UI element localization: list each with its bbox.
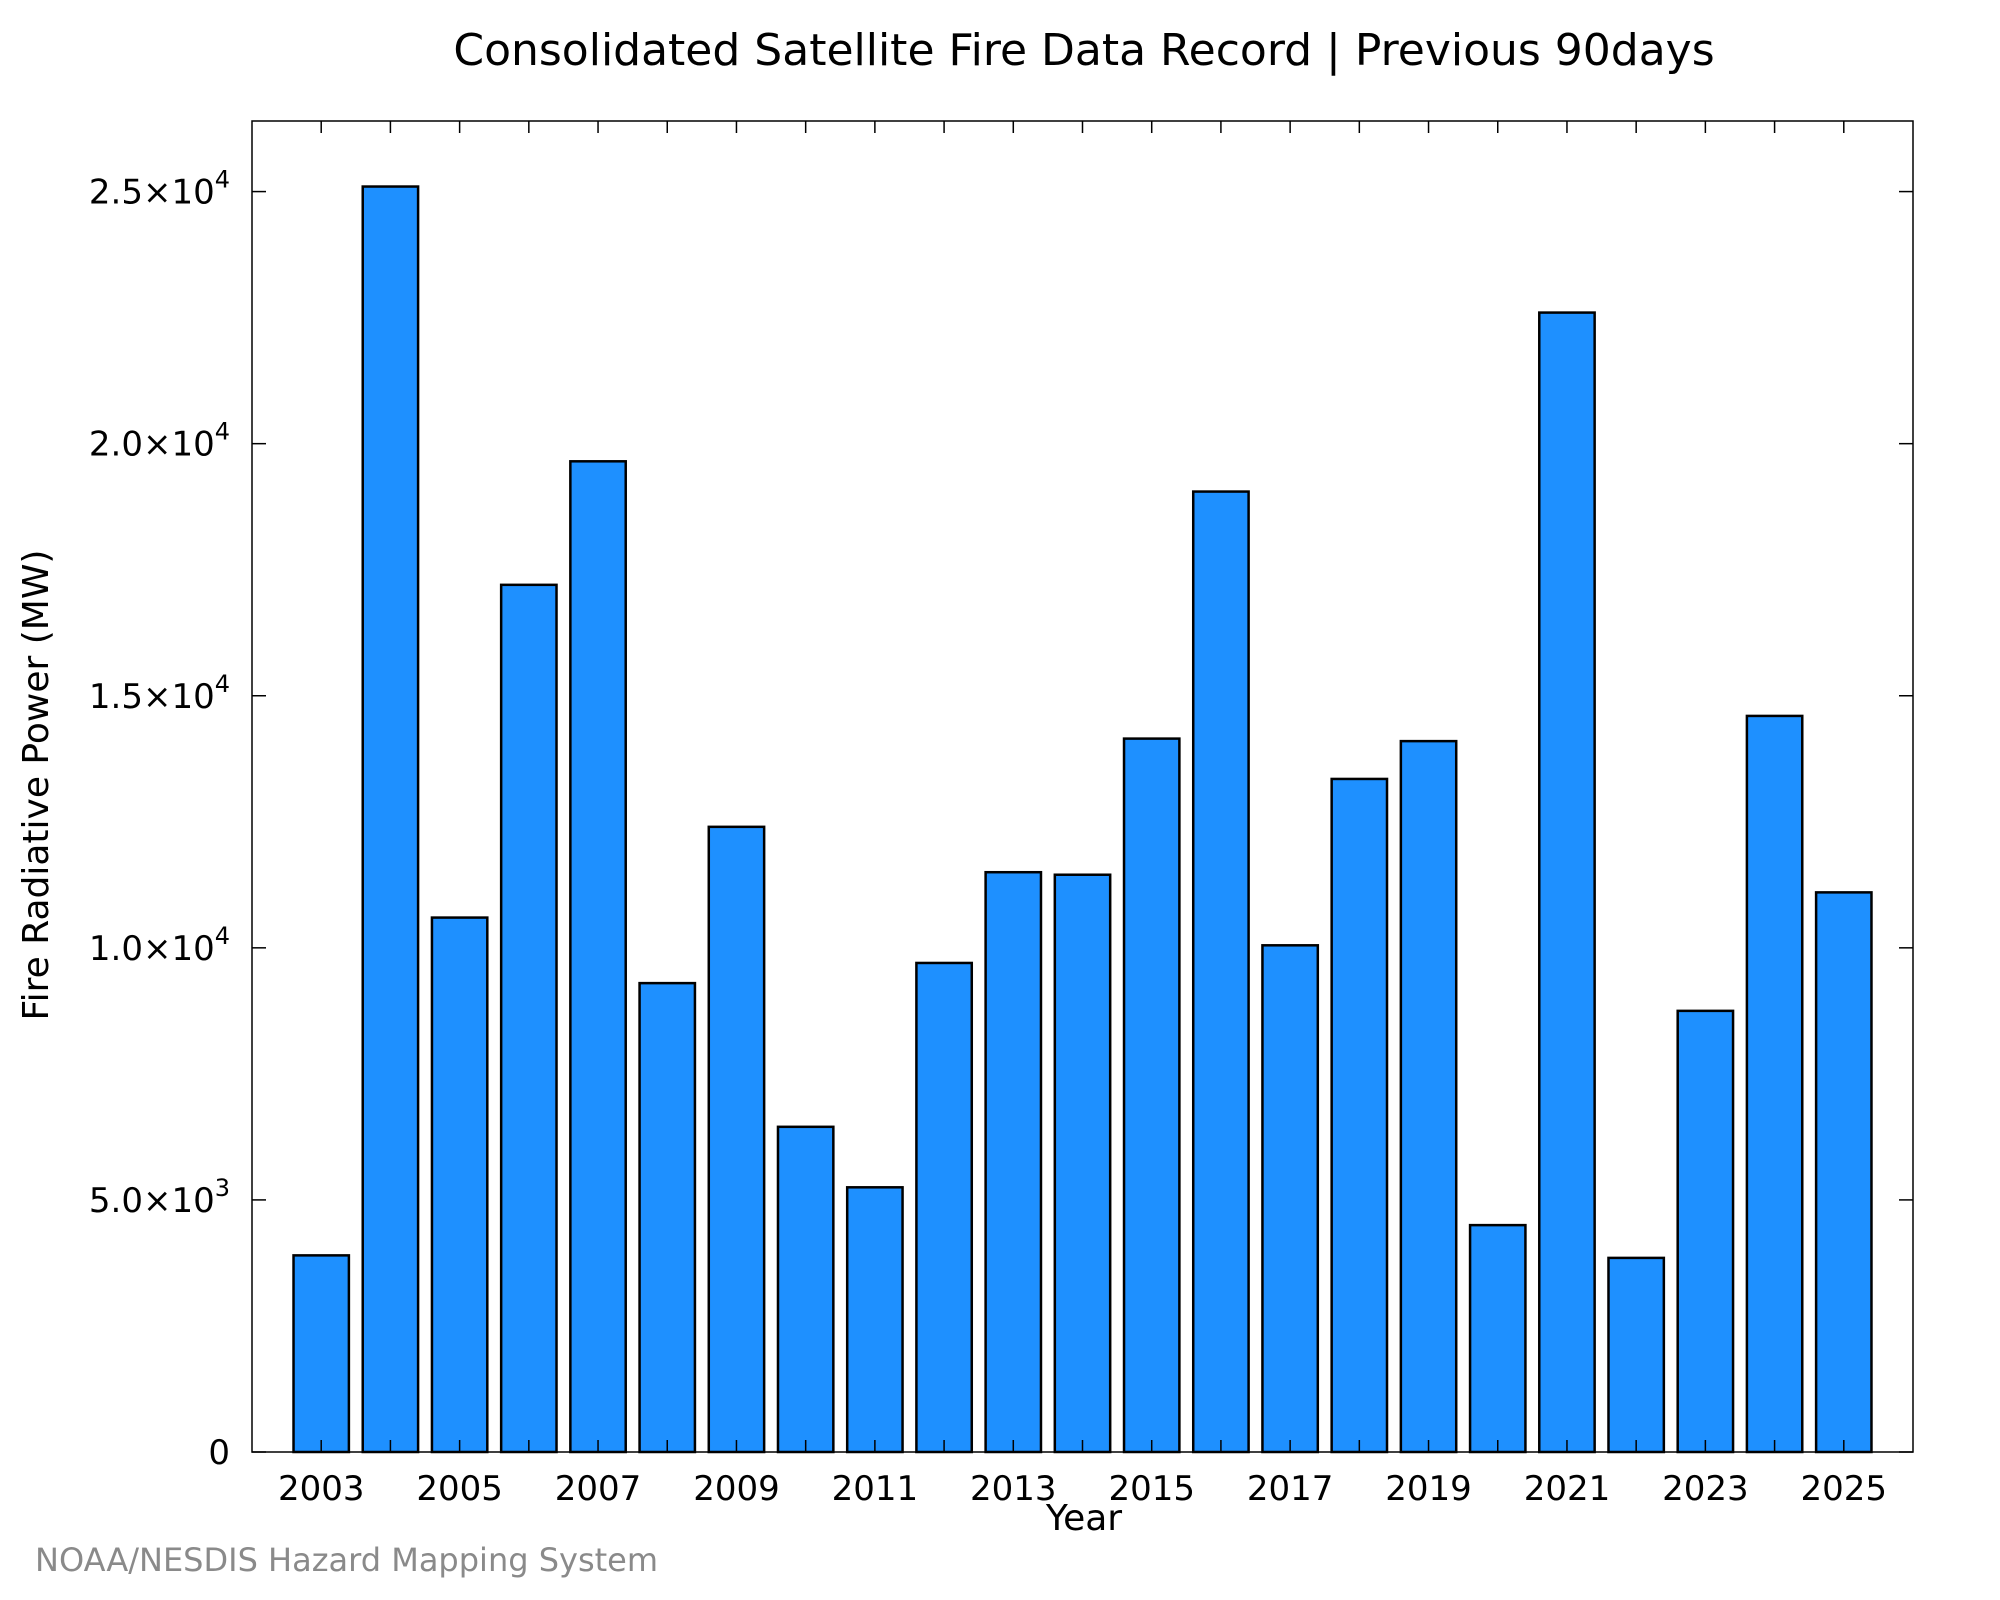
- x-tick-label-2015: 2015: [1108, 1469, 1195, 1509]
- bar-2006: [499, 583, 558, 1454]
- bar-2014: [1053, 873, 1112, 1454]
- y-tick-label: 2.0×104: [89, 418, 230, 465]
- bar-2022: [1607, 1256, 1666, 1454]
- y-tick-label: 1.5×104: [89, 670, 230, 717]
- bar-2020: [1468, 1223, 1527, 1454]
- bar-2025: [1814, 891, 1873, 1454]
- bar-2015: [1122, 737, 1181, 1454]
- y-tick-label: 0: [208, 1433, 230, 1473]
- y-tick-label: 5.0×103: [89, 1174, 230, 1221]
- bar-2016: [1191, 490, 1250, 1454]
- x-tick-label-2009: 2009: [693, 1469, 780, 1509]
- plot-area: 2003 2005 2007 2009 2011 2013 2015 2017 2019 2021…: [89, 120, 1914, 1509]
- bar-2023: [1676, 1009, 1735, 1454]
- x-axis-label: Year: [1045, 1498, 1122, 1539]
- bar-2009: [707, 825, 766, 1454]
- x-tick-label-2017: 2017: [1247, 1469, 1334, 1509]
- chart-title: Consolidated Satellite Fire Data Record …: [453, 25, 1714, 76]
- x-tick-label-2011: 2011: [832, 1469, 919, 1509]
- bar-2021: [1538, 311, 1596, 1454]
- x-tick-label-2025: 2025: [1801, 1469, 1888, 1509]
- bar-2013: [984, 870, 1043, 1454]
- bar-2008: [638, 981, 697, 1454]
- x-tick-label-2013: 2013: [970, 1469, 1057, 1509]
- x-tick-label-2019: 2019: [1385, 1469, 1472, 1509]
- y-tick-label: 1.0×104: [89, 922, 230, 969]
- bar-2007: [569, 460, 627, 1454]
- x-tick-label-2007: 2007: [555, 1469, 642, 1509]
- bar-2018: [1330, 777, 1389, 1454]
- y-tick-label: 2.5×104: [89, 166, 230, 213]
- credit-text: NOAA/NESDIS Hazard Mapping System: [35, 1541, 658, 1579]
- bar-2024: [1745, 714, 1804, 1454]
- bar-2017: [1261, 944, 1320, 1454]
- bar-2005: [430, 916, 489, 1454]
- bar-2011: [845, 1186, 904, 1454]
- x-tick-label-2005: 2005: [416, 1469, 503, 1509]
- bar-2012: [915, 961, 974, 1454]
- bar-2003: [292, 1254, 351, 1454]
- x-tick-label-2023: 2023: [1662, 1469, 1749, 1509]
- x-tick-label-2021: 2021: [1524, 1469, 1611, 1509]
- x-tick-label-2003: 2003: [278, 1469, 365, 1509]
- bar-2019: [1399, 739, 1458, 1454]
- bar-2010: [776, 1125, 835, 1454]
- y-axis-label: Fire Radiative Power (MW): [16, 550, 57, 1021]
- bar-2004: [361, 185, 420, 1454]
